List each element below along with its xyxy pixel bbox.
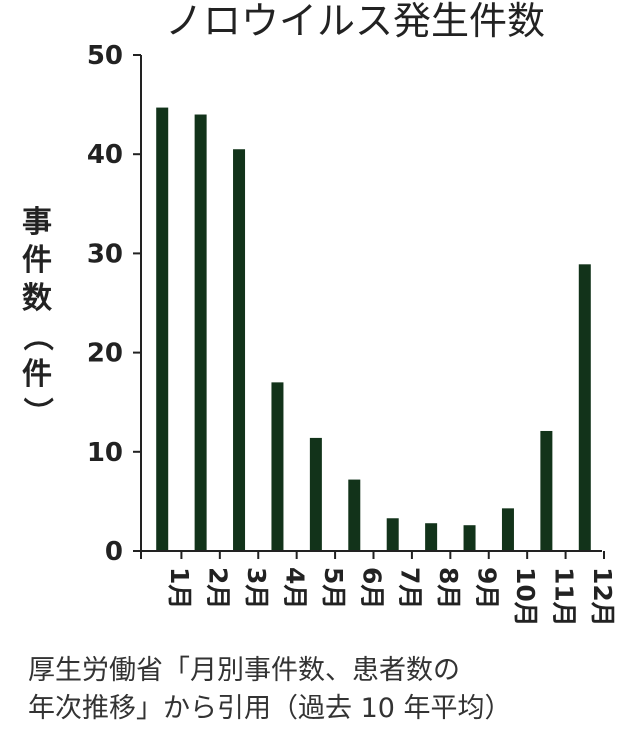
- y-tick-label: 0: [105, 537, 123, 567]
- y-axis-label-char: 数: [22, 281, 53, 316]
- bar: [309, 437, 322, 551]
- y-axis-label-char: （: [19, 321, 54, 351]
- bar: [501, 508, 514, 551]
- x-tick-label: 12月: [588, 567, 617, 627]
- bar: [463, 525, 476, 551]
- source-line-1: 厚生労働省「月別事件数、患者数の: [28, 655, 460, 686]
- x-tick-label: 11月: [549, 567, 578, 627]
- x-tick-label: 1月: [165, 567, 194, 609]
- x-tick-label: 4月: [280, 567, 309, 609]
- x-tick-label: 10月: [511, 567, 540, 627]
- x-tick-label: 6月: [357, 567, 386, 609]
- y-axis-label-char: 件: [22, 243, 52, 278]
- x-tick-label: 8月: [434, 567, 463, 609]
- y-axis-label: 事件数（件）: [19, 205, 54, 427]
- bar: [348, 479, 361, 551]
- bar: [386, 518, 399, 551]
- bars: [156, 107, 591, 552]
- y-axis-ticks: 0 10 20 30 40 50: [87, 41, 141, 567]
- bar: [540, 430, 553, 551]
- bar: [271, 382, 284, 551]
- bar: [156, 107, 169, 552]
- x-axis-ticks: 1月 2月 3月 4月 5月 6月 7月 8月 9月 10月 11月 12月: [140, 551, 617, 627]
- x-tick-label: 5月: [319, 567, 348, 609]
- y-tick-label: 30: [87, 239, 123, 269]
- chart-title: ノロウイルス発生件数: [165, 0, 545, 43]
- x-tick-label: 7月: [396, 567, 425, 609]
- x-tick-label: 3月: [242, 567, 271, 609]
- source-line-2: 年次推移」から引用（過去 10 年平均）: [28, 693, 512, 724]
- y-tick-label: 40: [87, 140, 123, 170]
- x-tick-label: 2月: [204, 567, 233, 609]
- y-axis-label-char: 事: [22, 205, 52, 240]
- source-note: 厚生労働省「月別事件数、患者数の 年次推移」から引用（過去 10 年平均）: [28, 652, 618, 728]
- x-tick-label: 9月: [473, 567, 502, 609]
- bar: [425, 523, 438, 551]
- bar: [578, 264, 591, 551]
- y-tick-label: 20: [87, 339, 123, 369]
- y-tick-label: 50: [87, 41, 123, 71]
- bar: [194, 114, 207, 552]
- y-axis-label-char: ）: [19, 397, 54, 427]
- y-axis-label-char: 件: [22, 357, 52, 392]
- y-tick-label: 10: [87, 438, 123, 468]
- bar: [233, 149, 246, 552]
